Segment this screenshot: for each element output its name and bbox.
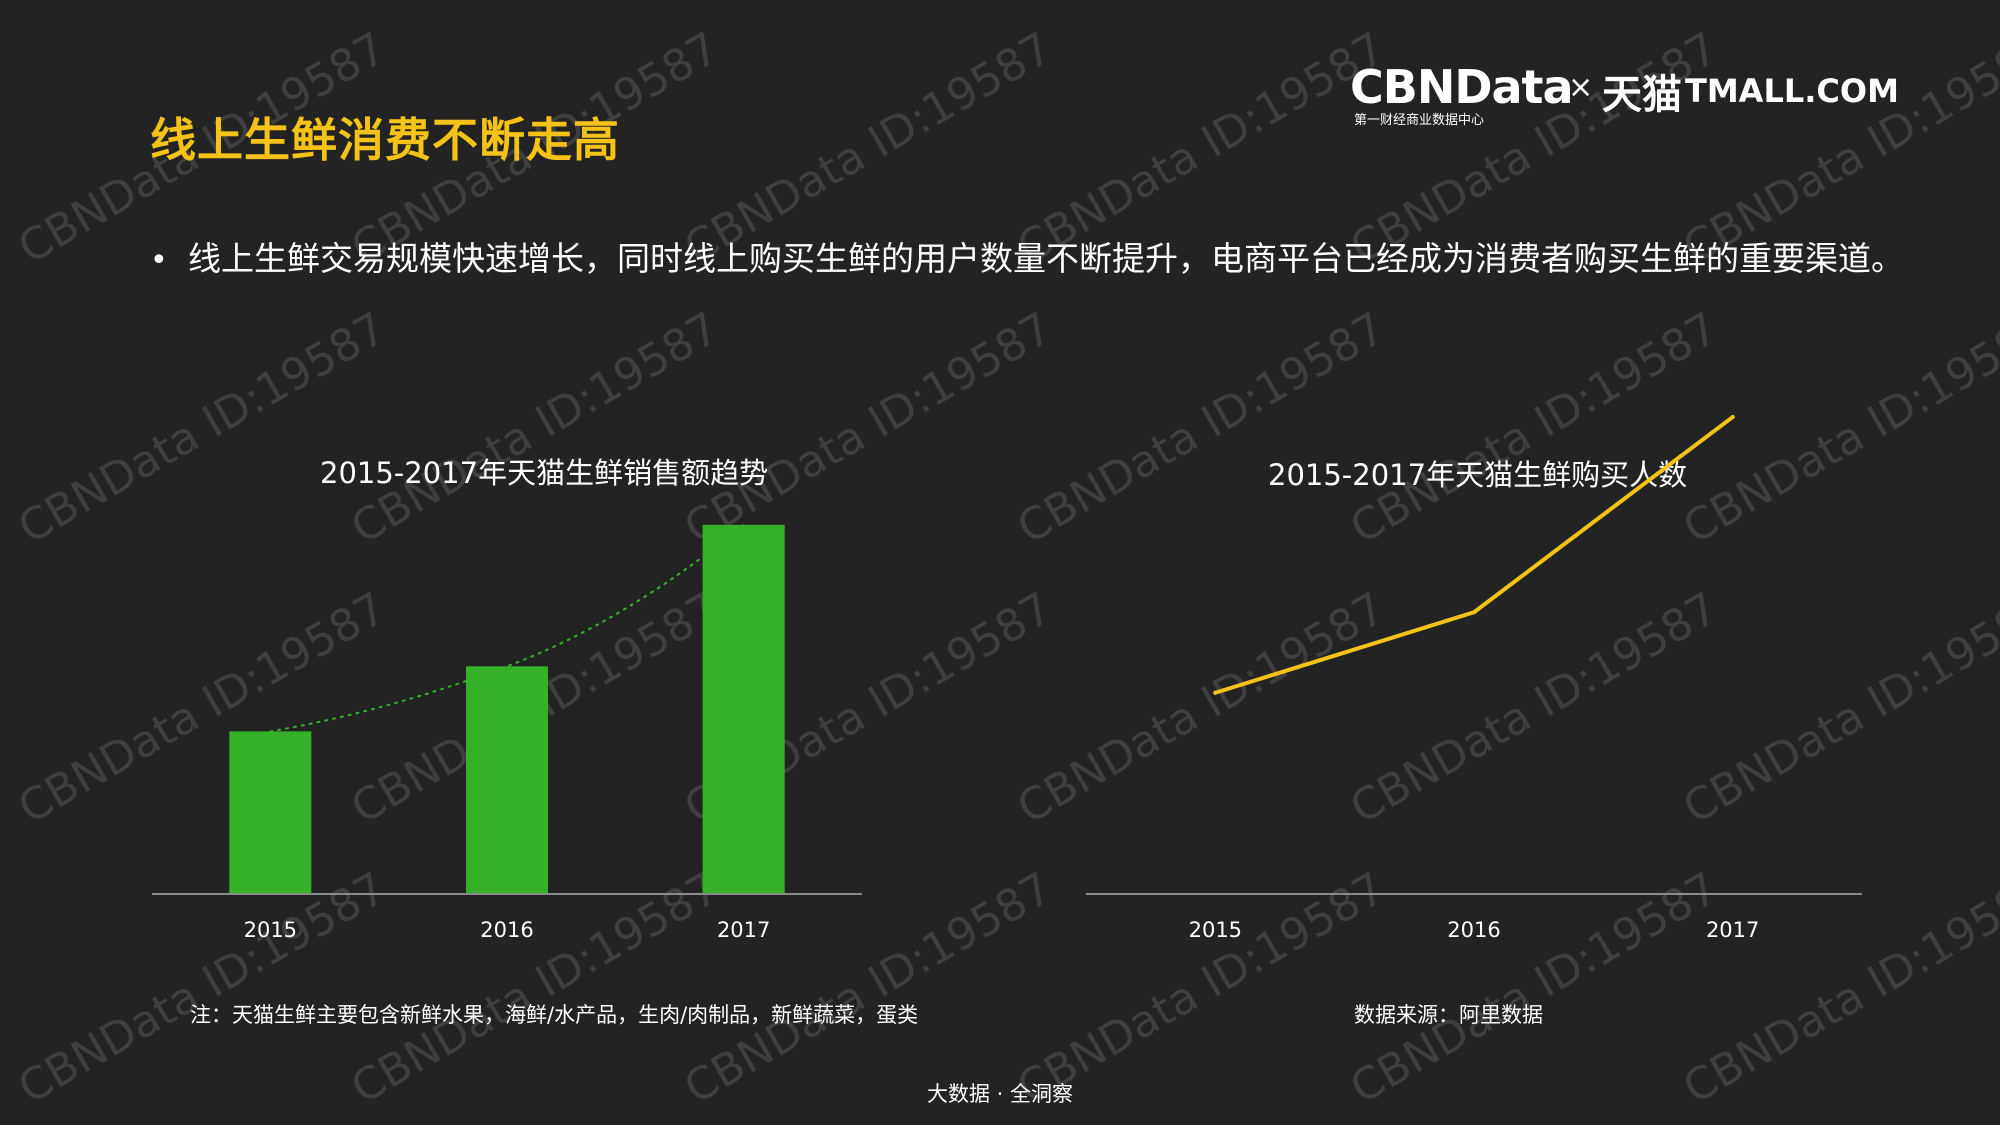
cbndata-logo: CBNData — [1350, 60, 1574, 114]
trend-line — [269, 523, 745, 733]
bullet-point: • 线上生鲜交易规模快速增长，同时线上购买生鲜的用户数量不断提升，电商平台已经成为… — [150, 232, 1970, 280]
line-point-2016 — [1472, 610, 1476, 615]
bar-chart-title: 2015-2017年天猫生鲜销售额趋势 — [320, 456, 769, 490]
tmall-logo-en: TMALL.COM — [1685, 72, 1899, 110]
line-chart-title: 2015-2017年天猫生鲜购买人数 — [1268, 458, 1688, 492]
bullet-icon: • — [150, 243, 168, 278]
x-tick-label-2016: 2016 — [1447, 918, 1500, 942]
page-title: 线上生鲜消费不断走高 — [150, 113, 620, 167]
tmall-logo-cn: 天猫 — [1602, 72, 1682, 118]
line-point-2017 — [1730, 415, 1735, 420]
buyers-line — [1213, 415, 1735, 695]
footer-slogan: 大数据 · 全洞察 — [926, 1082, 1074, 1106]
x-tick-label-2016: 2016 — [480, 918, 533, 942]
bar-2017 — [702, 524, 785, 894]
line-chart-note: 数据来源：阿里数据 — [1354, 1003, 1543, 1027]
x-tick-label-2017: 2017 — [1706, 918, 1759, 942]
brand-times-sign: × — [1568, 70, 1594, 105]
line-point-2015 — [1213, 690, 1218, 695]
bar-2015 — [229, 731, 312, 894]
bar-chart-note: 注：天猫生鲜主要包含新鲜水果，海鲜/水产品，生肉/肉制品，新鲜蔬菜，蛋类 — [190, 1003, 919, 1027]
bullet-text: 线上生鲜交易规模快速增长，同时线上购买生鲜的用户数量不断提升，电商平台已经成为消… — [188, 239, 1904, 278]
brand-logo: CBNData 第一财经商业数据中心 × 天猫 TMALL.COM — [1350, 60, 1899, 140]
x-tick-label-2017: 2017 — [717, 918, 770, 942]
bar-2016 — [466, 666, 548, 894]
cbndata-tagline: 第一财经商业数据中心 — [1354, 113, 1485, 128]
x-tick-label-2015: 2015 — [244, 918, 297, 942]
x-tick-label-2015: 2015 — [1189, 918, 1242, 942]
